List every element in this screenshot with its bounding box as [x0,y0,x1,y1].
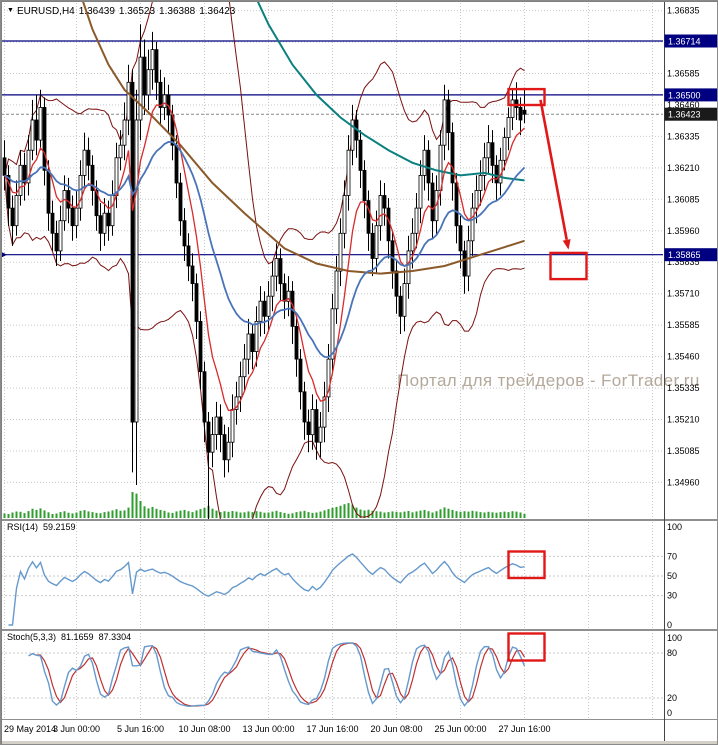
price-axis-label: 1.35460 [667,352,700,362]
price-axis-label: 1.35210 [667,415,700,425]
rsi-name: RSI(14) [7,522,39,532]
rsi-scale-label: 0 [667,620,672,630]
time-axis-label: 3 Jun 00:00 [53,724,100,734]
ohlc-high: 1.36523 [118,6,156,17]
stoch-scale-label: 20 [667,693,677,703]
price-axis-label: 1.36460 [667,100,700,110]
forecast-box-main [507,87,546,107]
ema-slow-line [4,140,526,359]
price-axis-label: 1.36835 [667,6,700,16]
rsi-indicator-label: RSI(14) 59.2159 [7,522,81,532]
price-axis-label: 1.35585 [667,320,700,330]
forecast-arrow-head [562,239,571,250]
time-axis-label: 5 Jun 16:00 [117,724,164,734]
svg-text:1.36500: 1.36500 [668,90,701,100]
price-axis-label: 1.35085 [667,446,700,456]
time-axis-label: 29 May 2014 [4,724,56,734]
candles-layer [2,24,527,519]
time-axis-label: 10 Jun 08:00 [178,724,230,734]
time-axis-label: 20 Jun 08:00 [370,724,422,734]
stoch-scale-label: 0 [667,708,672,718]
volume-bars [3,492,526,518]
stoch-main-value: 81.1659 [61,632,94,642]
forecast-arrow [539,99,568,241]
watermark-text: Портал для трейдеров - ForTrader.ru [397,371,700,390]
stoch-scale-label: 80 [667,648,677,658]
price-axis-label: 1.35960 [667,226,700,236]
price-badge-1.35865: 1.35865 [664,248,717,262]
ma-teal-line [256,1,525,182]
price-badge-1.36714: 1.36714 [664,34,717,48]
bollinger-bands [4,1,525,519]
svg-text:1.35865: 1.35865 [668,250,701,260]
price-axis-label: 1.36085 [667,194,700,204]
price-axis-label: 1.36210 [667,163,700,173]
price-axis-label: 1.34960 [667,477,700,487]
stoch-name: Stoch(5,3,3) [7,632,57,642]
price-axis-label: 1.35335 [667,383,700,393]
forecast-annotations[interactable] [507,87,588,662]
symbol-timeframe-label: EURUSD,H4 [16,6,75,17]
time-axis-label: 13 Jun 00:00 [242,724,294,734]
svg-text:1.36714: 1.36714 [668,37,701,47]
stoch-scale[interactable]: 100 80 20 0 [667,633,682,718]
horizontal-levels[interactable] [1,40,663,258]
rsi-scale-label: 70 [667,551,677,561]
rsi-scale[interactable]: 100 70 50 30 0 [667,522,682,630]
price-axis-label: 1.35710 [667,289,700,299]
stoch-indicator-label: Stoch(5,3,3) 81.1659 87.3304 [7,632,136,642]
ohlc-close: 1.36423 [199,6,236,17]
time-axis-label: 25 Jun 00:00 [434,724,486,734]
forecast-box-rsi [507,550,546,580]
price-axis-label: 1.36335 [667,131,700,141]
forecast-box-stoch [507,632,546,662]
rsi-scale-label: 50 [667,571,677,581]
rsi-scale-label: 30 [667,591,677,601]
rsi-value: 59.2159 [43,522,76,532]
price-badge-1.36500: 1.36500 [664,88,717,102]
price-axis-label: 1.35835 [667,257,700,267]
stoch-lines [28,642,526,708]
ohlc-low: 1.36388 [159,6,196,17]
price-axis[interactable]: 1.368351.367101.365851.364601.363351.362… [664,6,718,488]
time-axis-label: 27 Jun 16:00 [498,724,550,734]
chart-title: ▼ EURUSD,H4 1.36439 1.36523 1.36388 1.36423 [7,6,239,17]
forecast-box-main [549,251,588,281]
svg-text:1.36423: 1.36423 [668,110,701,120]
price-badge-1.36423: 1.36423 [664,107,717,121]
stoch-scale-label: 100 [667,633,682,643]
rsi-scale-label: 100 [667,522,682,532]
chart-menu-icon[interactable]: ▼ [7,7,14,14]
rsi-line [8,553,525,626]
level-left-marker [1,251,7,258]
ohlc-open: 1.36439 [78,6,115,17]
time-axis-label: 17 Jun 16:00 [306,724,358,734]
ma-brown-line [81,1,525,275]
price-axis-label: 1.36585 [667,69,700,79]
stoch-signal-value: 87.3304 [98,632,132,642]
